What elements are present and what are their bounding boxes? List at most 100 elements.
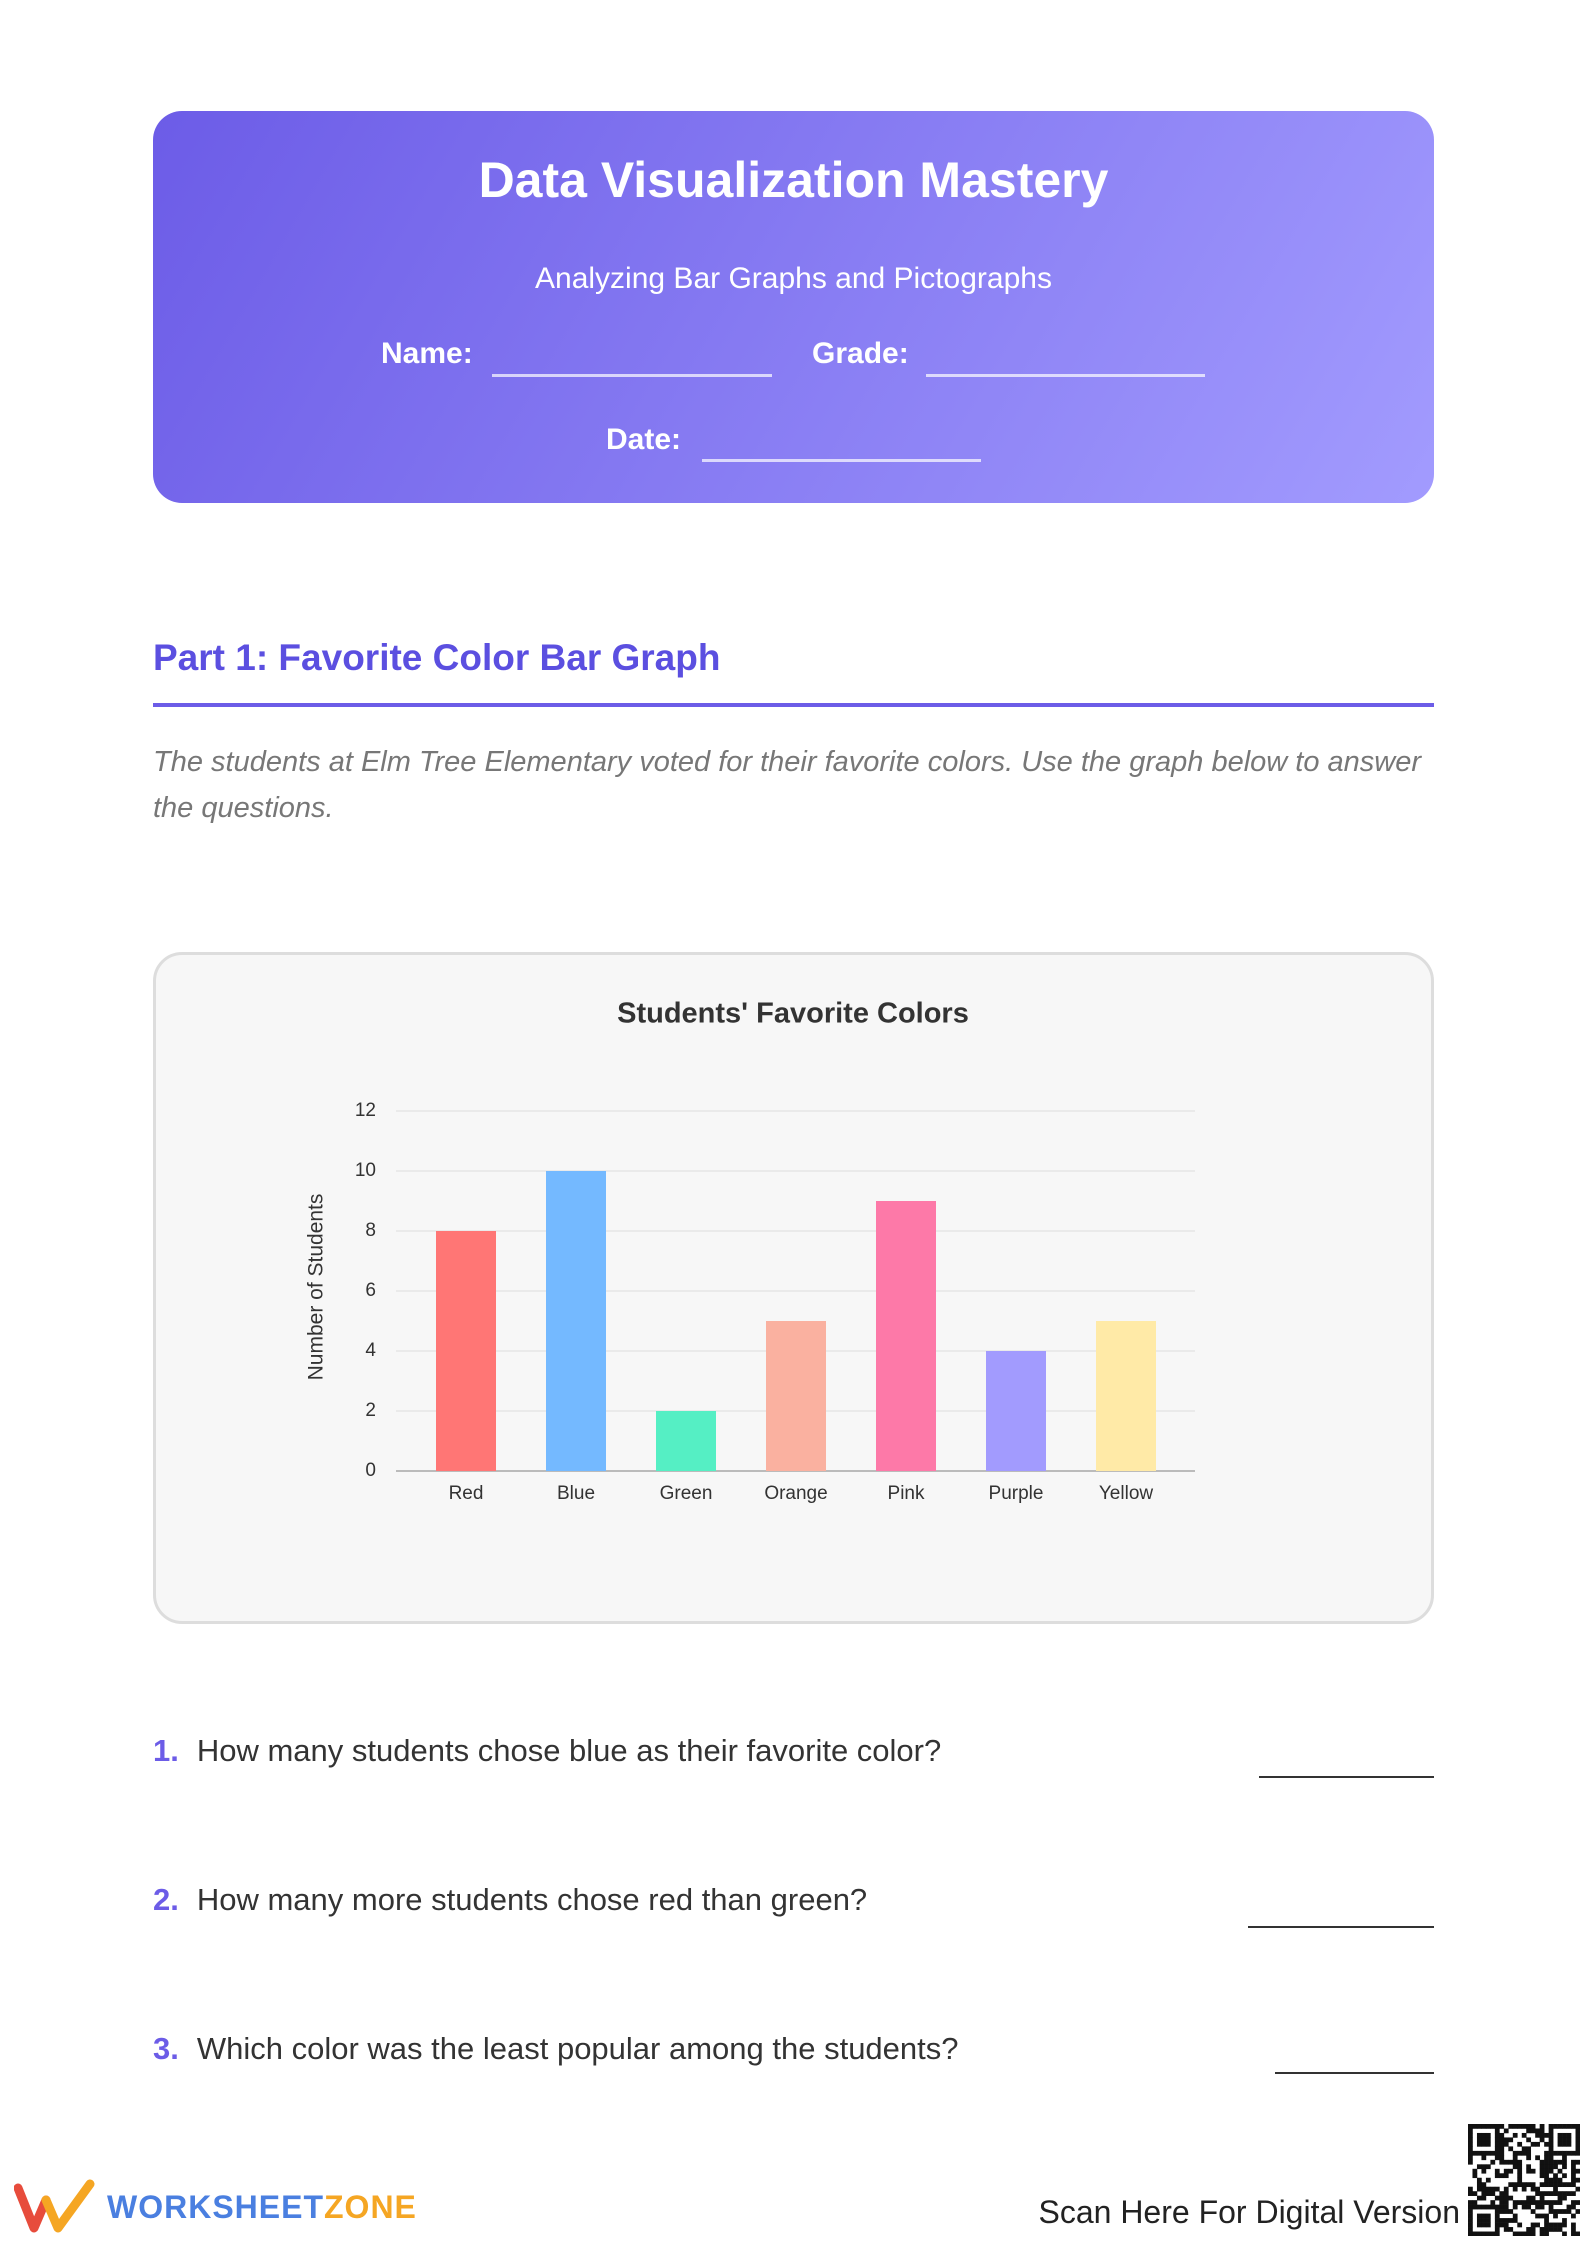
qr-cell (1512, 2150, 1518, 2156)
qr-cell (1521, 2186, 1527, 2192)
qr-cell (1521, 2182, 1527, 2188)
qr-cell (1539, 2191, 1545, 2196)
qr-cell (1481, 2186, 1487, 2192)
qr-cell (1468, 2213, 1473, 2219)
qr-cell (1544, 2177, 1549, 2183)
qr-cell (1553, 2159, 1558, 2165)
qr-cell (1557, 2222, 1563, 2228)
qr-cell (1562, 2141, 1567, 2147)
qr-cell (1476, 2150, 1482, 2156)
qr-cell (1535, 2222, 1540, 2228)
qr-cell (1499, 2222, 1505, 2228)
qr-cell (1481, 2155, 1487, 2161)
qr-cell (1566, 2204, 1572, 2210)
question-number: 2. (153, 1882, 179, 1917)
qr-cell (1548, 2146, 1554, 2152)
qr-cell (1476, 2141, 1482, 2147)
qr-cell (1562, 2222, 1567, 2228)
qr-cell (1575, 2231, 1580, 2236)
qr-cell (1548, 2168, 1554, 2174)
qr-cell (1512, 2186, 1518, 2192)
qr-cell (1575, 2177, 1580, 2183)
qr-cell (1535, 2213, 1540, 2219)
qr-cell (1566, 2209, 1572, 2214)
qr-cell (1499, 2195, 1505, 2201)
qr-cell (1544, 2191, 1549, 2196)
answer-line (1248, 1926, 1434, 1928)
qr-cell (1553, 2191, 1558, 2196)
qr-cell (1485, 2186, 1491, 2192)
qr-cell (1517, 2182, 1523, 2188)
qr-cell (1468, 2155, 1473, 2161)
qr-cell (1468, 2222, 1473, 2228)
qr-cell (1508, 2182, 1514, 2188)
qr-cell (1544, 2227, 1549, 2232)
qr-cell (1508, 2124, 1514, 2129)
chart-title: Students' Favorite Colors (617, 998, 969, 1030)
qr-cell (1468, 2146, 1473, 2152)
qr-cell (1544, 2141, 1549, 2147)
qr-cell (1539, 2231, 1545, 2236)
qr-cell (1521, 2150, 1527, 2156)
qr-cell (1481, 2141, 1487, 2147)
qr-cell (1539, 2213, 1545, 2219)
qr-cell (1517, 2222, 1523, 2228)
qr-cell (1526, 2124, 1532, 2129)
qr-cell (1485, 2231, 1491, 2236)
qr-cell (1476, 2132, 1482, 2138)
qr-cell (1566, 2132, 1572, 2138)
qr-cell (1481, 2195, 1487, 2201)
field-label: Grade: (812, 337, 909, 370)
qr-cell (1494, 2218, 1500, 2223)
qr-cell (1530, 2186, 1536, 2192)
qr-cell (1494, 2146, 1500, 2152)
qr-cell (1557, 2137, 1563, 2143)
qr-cell (1517, 2200, 1523, 2205)
qr-cell (1503, 2128, 1509, 2134)
chart: Students' Favorite Colors Number of Stud… (305, 998, 1195, 1504)
qr-cell (1562, 2173, 1567, 2179)
qr-cell (1544, 2168, 1549, 2174)
qr-cell (1530, 2227, 1536, 2232)
qr-cell (1503, 2141, 1509, 2147)
qr-cell (1544, 2200, 1549, 2205)
bar (766, 1321, 826, 1471)
qr-cell (1553, 2164, 1558, 2170)
qr-cell (1571, 2182, 1576, 2188)
bar (656, 1411, 716, 1471)
qr-cell (1562, 2209, 1567, 2214)
qr-cell (1521, 2204, 1527, 2210)
qr-cell (1562, 2155, 1567, 2161)
qr-cell (1503, 2218, 1509, 2223)
qr-cell (1566, 2124, 1572, 2129)
qr-cell (1539, 2137, 1545, 2143)
qr-cell (1530, 2231, 1536, 2236)
qr-cell (1481, 2191, 1487, 2196)
qr-cell (1494, 2186, 1500, 2192)
qr-cell (1530, 2222, 1536, 2228)
qr-cell (1557, 2177, 1563, 2183)
qr-cell (1553, 2200, 1558, 2205)
qr-cell (1548, 2209, 1554, 2214)
bar (876, 1201, 936, 1471)
qr-cell (1508, 2137, 1514, 2143)
qr-cell (1481, 2182, 1487, 2188)
qr-cell (1557, 2191, 1563, 2196)
qr-cell (1472, 2204, 1478, 2210)
question-number: 1. (153, 1733, 179, 1768)
qr-cell (1481, 2150, 1487, 2156)
y-tick-label: 10 (355, 1160, 376, 1181)
qr-cell (1503, 2222, 1509, 2228)
qr-cell (1494, 2173, 1500, 2179)
qr-cell (1499, 2173, 1505, 2179)
qr-cell (1571, 2124, 1576, 2129)
qr-cell (1503, 2168, 1509, 2174)
qr-cell (1499, 2218, 1505, 2223)
brand-first: WORKSHEET (107, 2189, 324, 2225)
question-text: How many more students chose red than gr… (196, 1882, 868, 1917)
qr-cell (1562, 2132, 1567, 2138)
brand-second: ZONE (324, 2189, 417, 2225)
qr-code (1468, 2124, 1580, 2236)
section-rule (153, 703, 1434, 707)
qr-cell (1490, 2150, 1496, 2156)
